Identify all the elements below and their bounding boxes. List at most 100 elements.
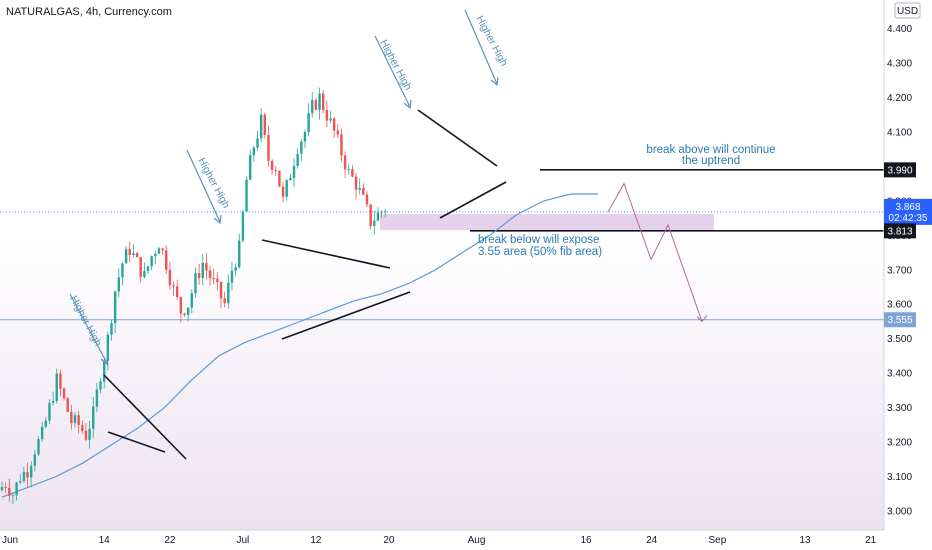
- time-axis-panel[interactable]: [0, 530, 932, 550]
- candle-body: [59, 373, 62, 389]
- candle-body: [19, 481, 22, 483]
- candle-body: [84, 430, 88, 440]
- x-tick-label: 20: [383, 535, 395, 546]
- y-tick-label: 3.100: [887, 472, 912, 483]
- resistance-price-tag: 3.990: [884, 162, 916, 178]
- candle-body: [11, 495, 15, 497]
- candle-body: [4, 487, 7, 489]
- moving-average-line: [1, 193, 598, 498]
- candle-body: [384, 211, 387, 213]
- y-tick-label: 3.300: [887, 403, 912, 414]
- candle-body: [92, 406, 95, 429]
- candle-body: [73, 415, 77, 423]
- candle-body: [99, 381, 102, 390]
- higher-high-arrowhead-3: [403, 99, 412, 110]
- support-tag-text: 3.813: [887, 226, 912, 237]
- break-below-text-line1: break below will expose: [478, 234, 599, 246]
- triangle-2-upper-line[interactable]: [261, 239, 391, 269]
- candle-body: [132, 253, 135, 256]
- candle-body: [336, 130, 339, 135]
- candle-body: [318, 93, 321, 110]
- x-tick-label: Jul: [237, 535, 250, 546]
- wedge-1-lower-line[interactable]: [107, 431, 166, 453]
- y-tick-label: 3.400: [887, 369, 912, 380]
- price-axis-panel[interactable]: [884, 0, 932, 550]
- candle-body: [37, 439, 40, 455]
- candle-body: [329, 118, 332, 121]
- candle-body: [150, 256, 153, 267]
- candle-body: [292, 165, 296, 179]
- candle-body: [238, 240, 241, 268]
- candle-body: [212, 278, 215, 280]
- candles-group: [0, 87, 387, 504]
- x-tick-label: 13: [799, 535, 811, 546]
- candle-body: [347, 169, 350, 171]
- candle-body: [373, 220, 376, 226]
- target-price-tag: 3.555: [884, 312, 916, 328]
- break-below-text-line2: 3.55 area (50% fib area): [478, 246, 602, 258]
- target-tag-box: [884, 312, 916, 328]
- candle-body: [311, 100, 314, 114]
- candle-body: [154, 253, 157, 257]
- x-tick-label: Sep: [709, 535, 727, 546]
- candle-body: [332, 118, 336, 131]
- support-tag-box: [884, 223, 916, 239]
- x-tick-label: 16: [580, 535, 592, 546]
- candle-body: [197, 273, 201, 279]
- resistance-tag-box: [884, 162, 916, 178]
- candle-body: [263, 114, 266, 135]
- candle-body: [289, 178, 292, 181]
- candle-body: [274, 170, 277, 172]
- triangle-2-lower-line[interactable]: [281, 291, 411, 340]
- resistance-tag-text: 3.990: [887, 165, 912, 176]
- candle-body: [281, 186, 285, 197]
- currency-badge[interactable]: USD: [894, 2, 921, 19]
- candle-body: [26, 472, 29, 478]
- candle-body: [121, 263, 124, 278]
- break-above-text-line2: the uptrend: [682, 155, 740, 167]
- x-tick-label: 14: [99, 535, 111, 546]
- candle-body: [245, 179, 248, 212]
- candle-body: [22, 472, 26, 482]
- candle-body: [172, 285, 175, 287]
- price-axis-ticks: 4.4004.3004.2004.1004.0003.9003.8003.700…: [887, 24, 912, 517]
- projection-polyline: [607, 182, 703, 322]
- candle-body: [230, 270, 234, 283]
- candle-body: [362, 187, 365, 195]
- candle-body: [165, 250, 168, 270]
- candle-body: [296, 153, 299, 166]
- candle-body: [365, 194, 369, 205]
- y-tick-label: 4.400: [887, 24, 912, 35]
- wedge-1-upper-line[interactable]: [103, 374, 187, 460]
- higher-high-arrowhead-4: [490, 76, 499, 87]
- x-tick-label: 24: [646, 535, 658, 546]
- triangle-3-lower-line[interactable]: [439, 181, 507, 219]
- last-price-tag-text: 3.868: [895, 202, 920, 213]
- candle-body: [241, 211, 245, 241]
- candle-body: [252, 147, 256, 156]
- candle-body: [106, 334, 110, 361]
- candle-body: [340, 134, 343, 156]
- triangle-3-upper-line[interactable]: [417, 109, 498, 167]
- x-tick-label: Jun: [2, 535, 18, 546]
- candle-body: [267, 134, 270, 161]
- candle-body: [124, 249, 128, 264]
- candle-body: [201, 262, 204, 279]
- candle-body: [88, 428, 91, 440]
- candle-body: [259, 114, 263, 139]
- candle-body: [8, 487, 11, 496]
- candle-body: [33, 454, 37, 466]
- candle-body: [351, 169, 354, 177]
- candle-body: [157, 248, 161, 254]
- candle-body: [314, 100, 318, 110]
- x-tick-label: 12: [310, 535, 322, 546]
- candle-body: [343, 155, 347, 170]
- candle-body: [183, 313, 186, 315]
- candle-body: [77, 415, 80, 425]
- candle-body: [113, 291, 117, 324]
- x-tick-label: Aug: [468, 535, 486, 546]
- higher-high-arrow-2: [186, 149, 221, 223]
- y-tick-label: 4.200: [887, 93, 912, 104]
- candle-body: [110, 323, 113, 335]
